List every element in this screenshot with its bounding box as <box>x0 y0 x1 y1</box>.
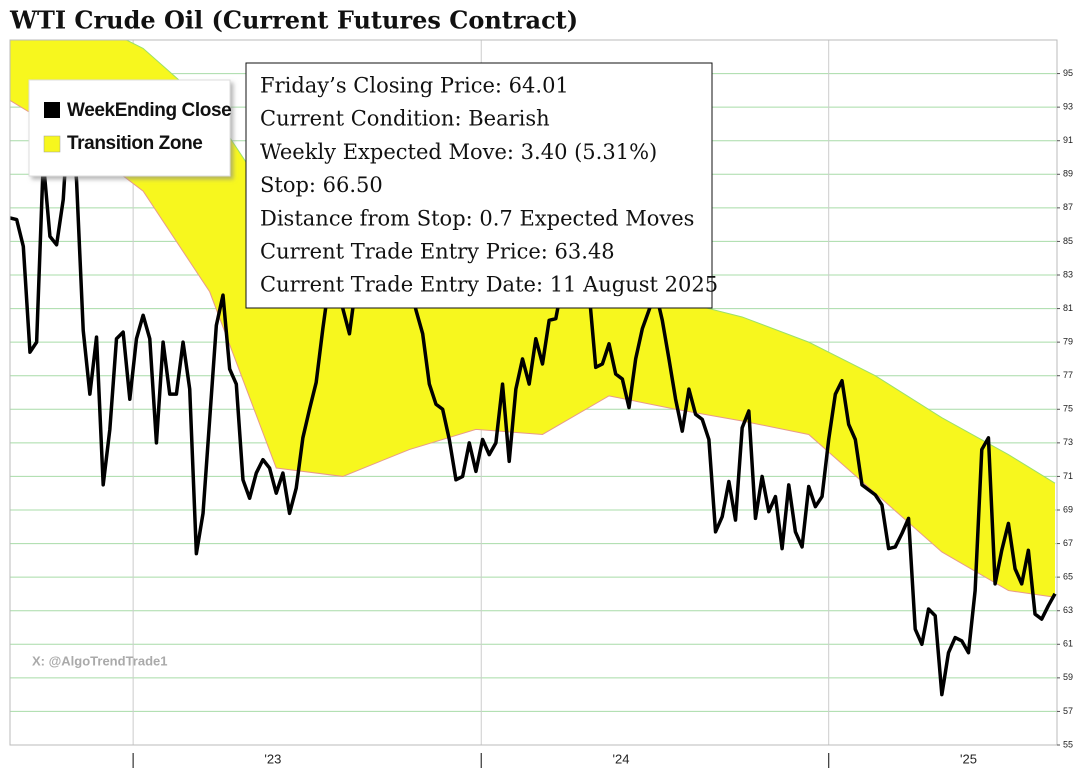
y-tick-label: 77 <box>1063 370 1073 380</box>
y-tick-label: 73 <box>1063 437 1073 447</box>
close-line <box>10 88 1057 697</box>
y-tick-label: 71 <box>1063 471 1073 481</box>
y-tick-label: 67 <box>1063 538 1073 548</box>
band-lower-edge <box>10 100 1056 598</box>
y-tick-label: 57 <box>1063 706 1073 716</box>
legend-swatch <box>44 102 60 118</box>
y-tick-label: 55 <box>1063 739 1073 749</box>
y-tick-label: 87 <box>1063 202 1073 212</box>
info-line: Current Trade Entry Price: 63.48 <box>260 240 615 264</box>
x-tick-label: '25 <box>960 751 977 766</box>
info-box-frame <box>245 62 713 309</box>
y-tick-label: 79 <box>1063 337 1073 347</box>
legend-label: WeekEnding Close <box>67 100 231 121</box>
plot-frame <box>9 39 1058 746</box>
info-line: Friday’s Closing Price: 64.01 <box>260 74 569 98</box>
info-box: Friday’s Closing Price: 64.01 Current Con… <box>245 62 718 309</box>
y-tick-label: 61 <box>1063 639 1073 649</box>
legend: WeekEnding Close Transition Zone <box>28 79 232 177</box>
chart-title: WTI Crude Oil (Current Futures Contract) <box>9 6 578 35</box>
info-line: Current Trade Entry Date: 11 August 2025 <box>260 273 718 297</box>
legend-box <box>28 79 231 177</box>
line-layer <box>10 88 1057 697</box>
y-tick-label: 95 <box>1063 68 1073 78</box>
y-tick-label: 65 <box>1063 572 1073 582</box>
y-tick-label: 91 <box>1063 135 1073 145</box>
axes: 55 57 59 61 63 65 67 69 71 73 75 77 79 81 83 85 87 89 91 93… <box>132 68 1073 768</box>
y-tick-label: 75 <box>1063 404 1073 414</box>
info-line: Weekly Expected Move: 3.40 (5.31%) <box>260 140 657 164</box>
y-tick-label: 69 <box>1063 504 1073 514</box>
y-tick-label: 63 <box>1063 605 1073 615</box>
y-tick-label: 83 <box>1063 269 1073 279</box>
band-area <box>10 40 1055 598</box>
y-tick-label: 59 <box>1063 672 1073 682</box>
y-tick-label: 81 <box>1063 303 1073 313</box>
y-tick-label: 85 <box>1063 236 1073 246</box>
info-line: Stop: 66.50 <box>260 173 383 197</box>
info-line: Current Condition: Bearish <box>260 107 550 131</box>
x-tick-label: '23 <box>264 751 281 766</box>
legend-label: Transition Zone <box>67 133 202 154</box>
credit: X: @AlgoTrendTrade1 <box>32 653 167 668</box>
legend-swatch <box>43 135 61 153</box>
x-tick-label: '24 <box>613 751 630 766</box>
info-line: Distance from Stop: 0.7 Expected Moves <box>260 206 694 230</box>
y-tick-label: 93 <box>1063 102 1073 112</box>
y-tick-label: 89 <box>1063 169 1073 179</box>
